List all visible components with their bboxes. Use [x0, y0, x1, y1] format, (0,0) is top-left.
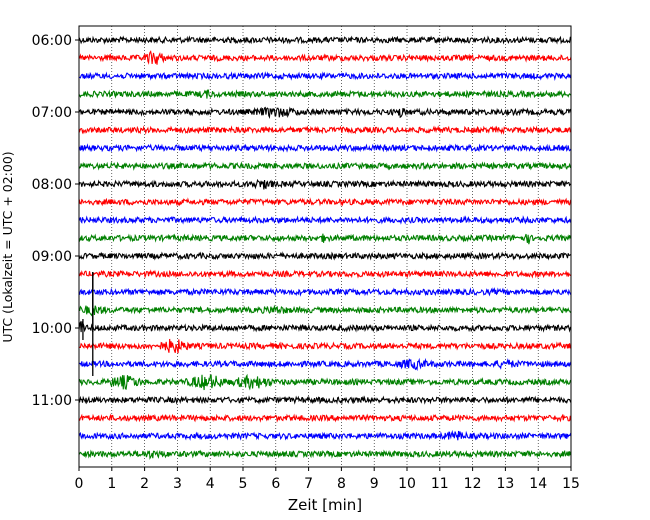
trace-line — [78, 413, 572, 423]
y-tick-label: 10:00 — [32, 321, 72, 337]
trace-line — [78, 449, 572, 460]
trace-line — [78, 89, 572, 99]
x-tick-label: 9 — [370, 476, 379, 492]
trace-line — [78, 71, 572, 81]
trace-line — [78, 251, 572, 261]
x-tick-label: 1 — [107, 476, 116, 492]
trace-line — [78, 50, 572, 65]
trace-line — [78, 143, 572, 153]
trace-line — [78, 320, 572, 333]
x-tick-label: 3 — [173, 476, 182, 492]
y-tick-label: 08:00 — [32, 177, 72, 193]
x-tick-label: 12 — [464, 476, 482, 492]
trace-line — [78, 125, 572, 135]
plot-frame — [78, 25, 572, 468]
x-tick-label: 6 — [271, 476, 280, 492]
trace-line — [78, 161, 572, 171]
trace-line — [78, 395, 572, 405]
trace-line — [78, 233, 572, 245]
x-tick-label: 15 — [562, 476, 580, 492]
x-tick-label: 13 — [496, 476, 514, 492]
trace-line — [78, 373, 572, 391]
trace-line — [78, 338, 572, 354]
x-axis: 0 1 2 3 4 5 6 7 8 9 10 11 12 13 14 15 — [75, 467, 580, 492]
y-tick-label: 07:00 — [32, 105, 72, 121]
x-tick-label: 14 — [529, 476, 547, 492]
y-axis: 06:00 07:00 08:00 09:00 10:00 11:00 — [32, 33, 79, 409]
y-axis-label: UTC (Lokalzeit = UTC + 02:00) — [0, 151, 15, 342]
y-tick-label: 11:00 — [32, 393, 72, 409]
x-tick-label: 7 — [304, 476, 313, 492]
trace-line — [78, 197, 572, 207]
trace-line — [78, 106, 572, 120]
x-tick-label: 0 — [75, 476, 84, 492]
x-tick-label: 2 — [140, 476, 149, 492]
trace-line — [78, 35, 572, 45]
trace-group — [78, 35, 572, 460]
x-tick-label: 11 — [431, 476, 449, 492]
trace-line — [78, 429, 572, 441]
trace-line — [78, 178, 572, 190]
y-tick-label: 09:00 — [32, 249, 72, 265]
x-axis-label: Zeit [min] — [288, 496, 362, 514]
x-tick-label: 8 — [337, 476, 346, 492]
trace-line — [78, 287, 572, 297]
y-tick-label: 06:00 — [32, 33, 72, 49]
x-tick-label: 5 — [239, 476, 248, 492]
x-tick-label: 10 — [398, 476, 416, 492]
trace-line — [78, 269, 572, 279]
trace-line — [78, 215, 572, 225]
trace-line — [78, 357, 572, 372]
trace-line — [78, 304, 572, 317]
x-tick-label: 4 — [206, 476, 215, 492]
